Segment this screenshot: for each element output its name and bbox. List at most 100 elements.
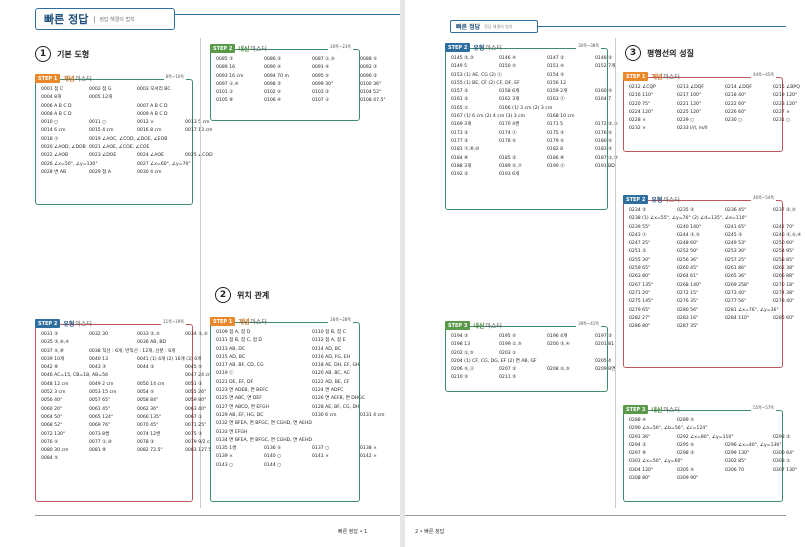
section-label: 기본 도형: [57, 49, 90, 59]
answer-row: 0109 점 A, 점 D 0110 점 B, 점 C: [216, 329, 355, 337]
answer-row: 0232 × 0233 l//l, m//l: [629, 125, 778, 133]
answer-item: 0026 ∠x=50°, ∠y=130°: [41, 161, 98, 167]
answer-row: 0288 ④ 0289 ⑤: [629, 417, 778, 425]
footer-rule: [35, 515, 400, 516]
answer-item: 0275 145°: [629, 299, 654, 305]
answer-row: 0064 50° 0065 124° 0066 135° 0067 ①: [41, 414, 202, 422]
answer-item: 0248 60°: [677, 241, 699, 247]
answer-item: 0303 ①: [773, 459, 791, 465]
answer-item: 0091 ④: [312, 65, 330, 71]
answer-item: 0048 12 cm: [41, 381, 69, 387]
answer-row: 0111 점 B, 점 C, 점 D 0112 점 A, 점 E: [216, 337, 355, 345]
answer-item: 0076 ⑤: [41, 439, 59, 445]
answer-item: 0096 ②: [360, 73, 378, 79]
answer-item: 0155 (1) BE, CF (2) CF, DF, EF: [451, 80, 520, 86]
answer-item: 0219 120°: [773, 93, 798, 99]
page-title: 빠른 정답 정답 해결의 법칙: [450, 20, 538, 33]
answer-row: 0210 ③ 0211 ③: [451, 374, 603, 382]
answer-item: 0213 ∠DQF: [677, 85, 705, 90]
answer-item: 0157 ②: [451, 89, 469, 95]
answer-item: 0185 ②: [499, 155, 517, 161]
answer-item: 0005 12개: [89, 95, 113, 101]
column-divider: [615, 38, 616, 508]
answer-row: 0068 52° 0069 76° 0070 45° 0071 25°: [41, 422, 206, 430]
answer-item: 0098 ③: [264, 81, 282, 87]
answer-item: 0285 60°: [773, 315, 795, 321]
answer-row: 0008 A B C D 0009 A B C D: [41, 111, 188, 119]
box-type-master-2: STEP 2 유형마스터 30쪽~38쪽 0145 ②,③ 0146 ④ 0147 ② 01…: [445, 43, 618, 210]
box-title-suffix: 마스터: [75, 321, 92, 328]
answer-item: 0012 ×: [137, 120, 155, 126]
answer-item: 0175 ③: [547, 130, 565, 136]
answer-item: 0233 l//l, m//l: [677, 126, 708, 132]
answer-item: 0016 8 cm: [137, 128, 162, 134]
answer-row: 0224 120° 0225 120° 0226 60° 0227 ×: [629, 109, 790, 117]
answer-item: 0024 ∠AOE: [137, 153, 164, 159]
answer-item: 0044 ②: [137, 365, 155, 371]
answer-row: 0048 12 cm 0049 2 cm 0050 14 cm 0051 ②: [41, 381, 202, 389]
answer-item: 0243 ⓐ: [629, 232, 647, 238]
page-gutter: [400, 0, 405, 547]
answer-item: 0059 80°: [185, 398, 207, 404]
answer-item: 0276 35°: [677, 299, 699, 305]
step-badge: STEP 1: [623, 72, 649, 81]
page-range: 26쪽~28쪽: [328, 317, 353, 323]
answer-row: 0259 65° 0260 45° 0261 86° 0262 38°: [629, 265, 794, 273]
answer-item: 0106 ④: [264, 98, 282, 104]
answer-item: 0029 점 A: [89, 169, 111, 175]
page-range: 46쪽~54쪽: [751, 195, 776, 201]
answer-item: 0153 (1) AE, CG (2) ⓔ: [451, 72, 502, 78]
section-number: 3: [625, 45, 641, 61]
answer-row: 0308 80° 0309 90°: [629, 475, 778, 483]
answer-item: 0200 ③,④: [547, 342, 570, 348]
box-title: 유형마스터: [648, 195, 680, 204]
box-title: 유형마스터: [60, 319, 92, 328]
answer-item: 0306 70: [725, 467, 744, 473]
answer-item: 0113 AB, DC: [216, 346, 246, 352]
answer-item: 0001 점 C: [41, 87, 64, 92]
answer-item: 0304 120°: [629, 467, 654, 473]
answer-row: 0035 ③,⑥,④ 0036 AB, BD: [41, 339, 188, 347]
answer-row: 0239 55° 0240 140° 0241 65° 0242 70°: [629, 224, 794, 232]
answer-item: 0101 ①: [216, 90, 234, 96]
answer-item: 0080 30 cm: [41, 448, 69, 454]
answer-item: 0051 ②: [185, 381, 203, 387]
answer-item: 0271 20°: [629, 290, 651, 296]
answer-item: 0299 130°: [725, 451, 750, 457]
answer-item: 0282 27°: [629, 315, 651, 321]
answer-item: 0039 10개: [41, 356, 65, 362]
answer-item: 0090 ④: [264, 65, 282, 71]
answer-item: 0174 ⓐ: [499, 130, 517, 136]
answer-item: 0216 110°: [629, 93, 654, 99]
answer-item: 0268 140°: [677, 282, 702, 288]
answer-item: 0290 ∠a=56°, ∠b=56°, ∠c=124°: [629, 426, 708, 432]
section-2-heading: 2 위치 관계: [215, 287, 365, 303]
answer-row: 0125 면 ABC, 면 DEF 0126 면 AEFB, 면 DHGC: [216, 395, 365, 403]
answer-item: 0099 30°: [312, 81, 334, 87]
box-title: 개념마스터: [648, 72, 680, 81]
box-tag: STEP 1 개념마스터: [35, 74, 92, 83]
page-number: 빠른 정답 • 1: [338, 529, 368, 535]
answer-list: 0031 ② 0032 30 0033 ②,⑤ 0034 ①,⑤ 0035 ③,⑥,④ 0…: [41, 331, 214, 464]
answer-item: 0032 30: [89, 332, 108, 337]
answer-item: 0123 면 ADEB, 면 BEFC: [216, 388, 269, 394]
answer-item: 0272 15°: [677, 290, 699, 296]
answer-item: 0288 ④: [629, 418, 647, 423]
answer-item: 0292 ∠x=80°, ∠y=110°: [677, 434, 734, 440]
answer-row: 0115 AD, BC 0116 AD, FG, EH: [216, 354, 355, 362]
box-title-main: 유형: [63, 321, 75, 328]
answer-item: 0180 ⑤: [595, 138, 613, 144]
answer-row: 0297 ⑧ 0298 ③ 0299 130° 0300 64°: [629, 450, 794, 458]
answer-item: 0208 ⑤,⑤: [547, 367, 570, 373]
answer-row: 0123 면 ADEB, 면 BEFC 0124 면 ADFC: [216, 387, 355, 395]
answer-row: 0084 ⑤: [41, 455, 188, 463]
box-title-suffix: 마스터: [75, 76, 92, 83]
answer-item: 0112 점 A, 점 E: [312, 338, 346, 344]
answer-item: 0309 90°: [677, 476, 699, 482]
answer-item: 0144 ○: [264, 462, 282, 468]
answer-item: 0132 면 BFEA, 면 BFGC, 면 CGHD, 면 AEHD: [216, 421, 312, 427]
box-concept-master-3: STEP 1 개념마스터 44쪽~45쪽 0212 ∠CQP 0213 ∠DQF 0214…: [623, 72, 800, 152]
answer-item: 0129 AB, EF, HG, DC: [216, 412, 264, 418]
answer-item: 0050 14 cm: [137, 381, 165, 387]
page-range: 20쪽~23쪽: [328, 44, 353, 50]
